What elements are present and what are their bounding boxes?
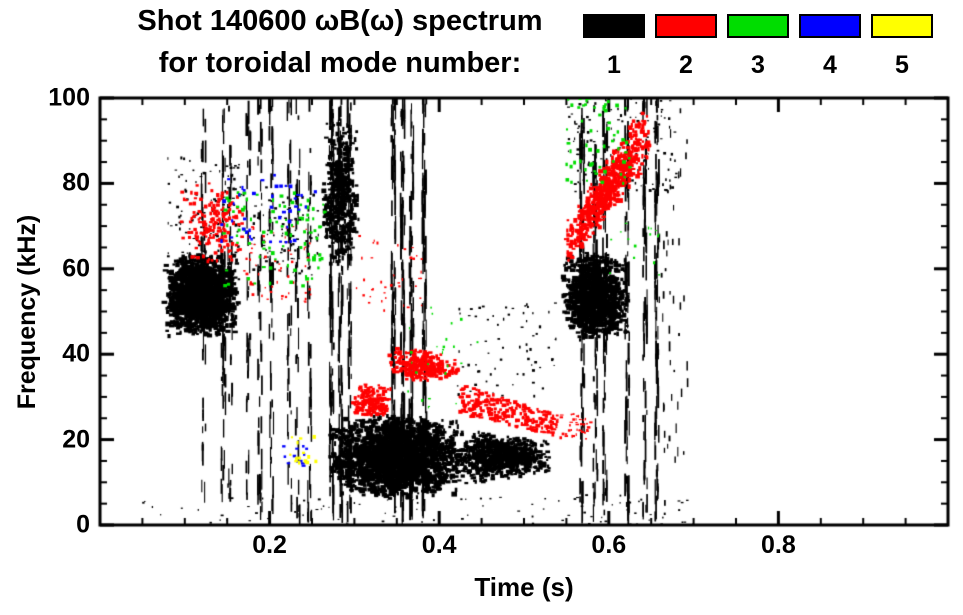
legend-swatch-mode-2 (655, 14, 717, 38)
y-tick-label: 20 (62, 425, 90, 454)
y-tick-label: 0 (76, 510, 90, 539)
legend-label-mode-1: 1 (607, 51, 621, 79)
chart-title: Shot 140600 ωB(ω) spectrum (137, 5, 543, 37)
y-tick-label: 60 (62, 254, 90, 283)
legend-swatch-mode-4 (799, 14, 861, 38)
y-axis-label: Frequency (kHz) (13, 214, 41, 410)
x-tick-label: 0.2 (252, 531, 287, 559)
x-tick-label: 0.6 (591, 531, 627, 559)
legend-label-mode-5: 5 (895, 51, 909, 79)
legend-label-mode-2: 2 (679, 51, 693, 79)
x-tick-label: 0.8 (761, 531, 796, 559)
legend-swatch-mode-1 (583, 14, 645, 38)
x-axis-label: Time (s) (474, 572, 574, 602)
x-tick-label: 0.4 (421, 531, 457, 559)
y-tick-label: 40 (62, 339, 90, 368)
chart-subtitle: for toroidal mode number: (158, 47, 522, 79)
y-tick-label: 80 (62, 168, 90, 197)
legend-label-mode-3: 3 (751, 51, 765, 79)
y-tick-label: 100 (48, 83, 90, 112)
legend-swatch-mode-3 (727, 14, 789, 38)
legend-swatch-mode-5 (871, 14, 933, 38)
legend-label-mode-4: 4 (823, 51, 837, 79)
